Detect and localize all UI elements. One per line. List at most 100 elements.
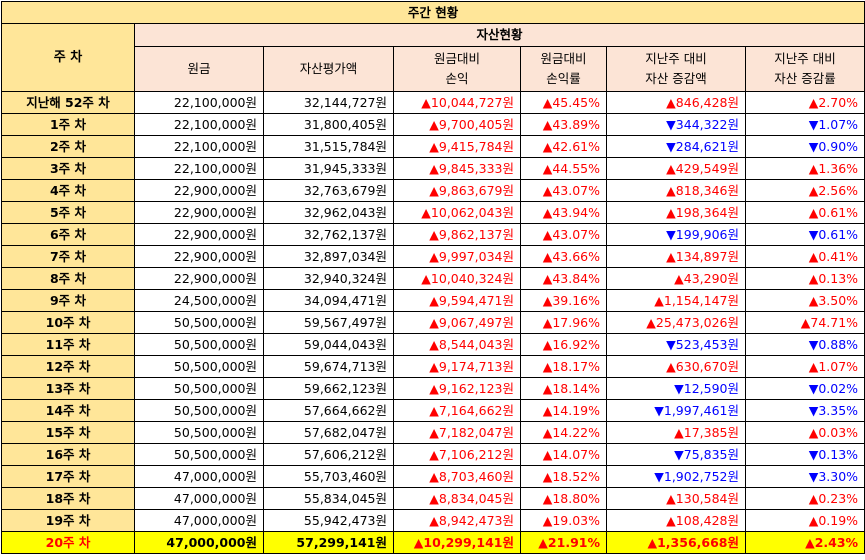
down-arrow-icon: ▼ <box>674 380 684 396</box>
up-arrow-icon: ▲ <box>538 534 548 550</box>
principal-cell: 50,500,000원 <box>134 377 264 400</box>
weekly-change-cell: ▼284,621원 <box>606 135 746 158</box>
up-arrow-icon: ▲ <box>808 270 819 286</box>
down-arrow-icon: ▼ <box>808 380 819 396</box>
up-arrow-icon: ▲ <box>429 512 439 528</box>
principal-cell: 22,900,000원 <box>134 223 264 246</box>
column-header-row: 원금 자산평가액 원금대비 손익 원금대비 손익률 지난주 대비 자산 증감액 지난주… <box>2 46 865 92</box>
up-arrow-icon: ▲ <box>666 160 676 176</box>
up-arrow-icon: ▲ <box>542 402 553 418</box>
week-label: 18주 차 <box>1 487 135 510</box>
weekly-change-rate-cell-value: 3.35% <box>818 402 859 418</box>
valuation-cell: 31,515,784원 <box>263 135 394 158</box>
weekly-change-rate-cell-value: 2.70% <box>818 94 859 110</box>
table-title: 주간 현황 <box>0 1 865 24</box>
table-row: 20주 차 47,000,000원 57,299,141원 ▲10,299,141원 ▲… <box>1 531 865 554</box>
profit-rate-cell-value: 43.89% <box>552 116 600 132</box>
weekly-change-cell-value: 12,590원 <box>683 380 739 396</box>
profit-loss-cell-value: 8,834,045원 <box>438 490 514 506</box>
weekly-change-cell-value: 1,356,668원 <box>657 534 739 550</box>
down-arrow-icon: ▼ <box>808 226 819 242</box>
profit-loss-cell: ▲9,415,784원 <box>393 135 521 158</box>
profit-rate-cell-value: 16.92% <box>552 336 600 352</box>
weekly-change-cell: ▲1,154,147원 <box>606 289 746 312</box>
up-arrow-icon: ▲ <box>429 226 439 242</box>
principal-cell: 47,000,000원 <box>134 487 264 510</box>
profit-rate-cell: ▲43.66% <box>520 245 607 268</box>
profit-loss-cell-value: 10,044,727원 <box>430 94 514 110</box>
valuation-cell: 57,299,141원 <box>263 531 394 554</box>
profit-rate-cell-value: 39.16% <box>552 292 600 308</box>
profit-rate-cell-value: 17.96% <box>552 314 600 330</box>
up-arrow-icon: ▲ <box>429 160 439 176</box>
table-row: 2주 차 22,100,000원 31,515,784원 ▲9,415,784원 ▲42… <box>1 135 865 158</box>
profit-loss-cell-value: 10,062,043원 <box>430 204 514 220</box>
week-label: 15주 차 <box>1 421 135 444</box>
up-arrow-icon: ▲ <box>542 226 553 242</box>
down-arrow-icon: ▼ <box>654 402 664 418</box>
table-row: 19주 차 47,000,000원 55,942,473원 ▲8,942,473원 ▲1… <box>1 509 865 532</box>
valuation-cell: 32,940,324원 <box>263 267 394 290</box>
profit-loss-cell: ▲7,182,047원 <box>393 421 521 444</box>
weekly-change-cell: ▲130,584원 <box>606 487 746 510</box>
table-row: 10주 차 50,500,000원 59,567,497원 ▲9,067,497원 ▲1… <box>1 311 865 334</box>
principal-cell: 47,000,000원 <box>134 509 264 532</box>
weekly-change-cell-value: 75,835원 <box>683 446 739 462</box>
profit-loss-cell: ▲9,594,471원 <box>393 289 521 312</box>
up-arrow-icon: ▲ <box>429 380 439 396</box>
week-label: 7주 차 <box>1 245 135 268</box>
table-row: 14주 차 50,500,000원 57,664,662원 ▲7,164,662원 ▲1… <box>1 399 865 422</box>
weekly-change-rate-cell: ▼0.02% <box>744 377 865 400</box>
weekly-change-cell-value: 284,621원 <box>675 138 739 154</box>
up-arrow-icon: ▲ <box>666 248 676 264</box>
profit-rate-cell: ▲21.91% <box>520 531 607 554</box>
profit-loss-cell-value: 10,299,141원 <box>423 534 514 550</box>
profit-rate-cell: ▲43.94% <box>520 201 607 224</box>
down-arrow-icon: ▼ <box>808 468 819 484</box>
table-row: 12주 차 50,500,000원 59,674,713원 ▲9,174,713원 ▲1… <box>1 355 865 378</box>
profit-rate-cell: ▲44.55% <box>520 157 607 180</box>
up-arrow-icon: ▲ <box>429 468 439 484</box>
weekly-change-cell-value: 17,385원 <box>683 424 739 440</box>
up-arrow-icon: ▲ <box>413 534 424 550</box>
weekly-change-rate-cell-value: 0.88% <box>818 336 859 352</box>
profit-rate-cell-value: 14.19% <box>552 402 600 418</box>
weekly-change-cell: ▲108,428원 <box>606 509 746 532</box>
weekly-change-cell-value: 25,473,026원 <box>655 314 739 330</box>
weekly-change-rate-cell-value: 0.61% <box>818 226 859 242</box>
column-header-valuation: 자산평가액 <box>263 46 394 92</box>
valuation-cell: 55,834,045원 <box>263 487 394 510</box>
weekly-change-cell: ▲198,364원 <box>606 201 746 224</box>
up-arrow-icon: ▲ <box>808 182 819 198</box>
table-row: 6주 차 22,900,000원 32,762,137원 ▲9,862,137원 ▲43… <box>1 223 865 246</box>
profit-loss-cell-value: 8,544,043원 <box>438 336 514 352</box>
profit-loss-cell-value: 9,863,679원 <box>438 182 514 198</box>
column-header-profit-rate: 원금대비 손익률 <box>520 46 607 92</box>
up-arrow-icon: ▲ <box>666 490 676 506</box>
weekly-change-cell-value: 134,897원 <box>675 248 739 264</box>
principal-cell: 50,500,000원 <box>134 421 264 444</box>
up-arrow-icon: ▲ <box>542 336 553 352</box>
up-arrow-icon: ▲ <box>429 314 439 330</box>
up-arrow-icon: ▲ <box>808 490 819 506</box>
down-arrow-icon: ▼ <box>654 468 664 484</box>
profit-loss-cell-value: 9,862,137원 <box>438 226 514 242</box>
profit-loss-cell: ▲10,040,324원 <box>393 267 521 290</box>
week-label: 16주 차 <box>1 443 135 466</box>
weekly-change-rate-cell-value: 1.07% <box>818 358 859 374</box>
column-header-line: 손익 <box>445 71 469 86</box>
week-label: 지난해 52주 차 <box>1 91 135 114</box>
profit-loss-cell: ▲9,863,679원 <box>393 179 521 202</box>
weekly-change-cell-value: 108,428원 <box>675 512 739 528</box>
valuation-cell: 55,703,460원 <box>263 465 394 488</box>
weekly-change-cell: ▲25,473,026원 <box>606 311 746 334</box>
weekly-change-cell-value: 523,453원 <box>675 336 739 352</box>
profit-loss-cell: ▲10,044,727원 <box>393 91 521 114</box>
profit-loss-cell-value: 10,040,324원 <box>430 270 514 286</box>
profit-rate-cell-value: 14.07% <box>552 446 600 462</box>
valuation-cell: 57,606,212원 <box>263 443 394 466</box>
weekly-change-rate-cell: ▼0.88% <box>744 333 865 356</box>
profit-loss-cell: ▲9,067,497원 <box>393 311 521 334</box>
column-header-line: 원금 <box>187 61 211 76</box>
week-label: 5주 차 <box>1 201 135 224</box>
